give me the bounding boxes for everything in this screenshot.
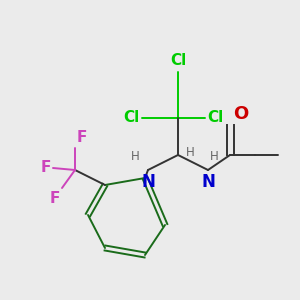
Text: Cl: Cl: [124, 110, 140, 125]
Text: O: O: [233, 105, 248, 123]
Text: H: H: [131, 150, 140, 163]
Text: Cl: Cl: [207, 110, 223, 125]
Text: H: H: [186, 146, 195, 158]
Text: H: H: [210, 150, 219, 163]
Text: F: F: [40, 160, 51, 175]
Text: N: N: [201, 173, 215, 191]
Text: F: F: [50, 191, 60, 206]
Text: N: N: [141, 173, 155, 191]
Text: Cl: Cl: [170, 53, 186, 68]
Text: F: F: [77, 130, 87, 145]
